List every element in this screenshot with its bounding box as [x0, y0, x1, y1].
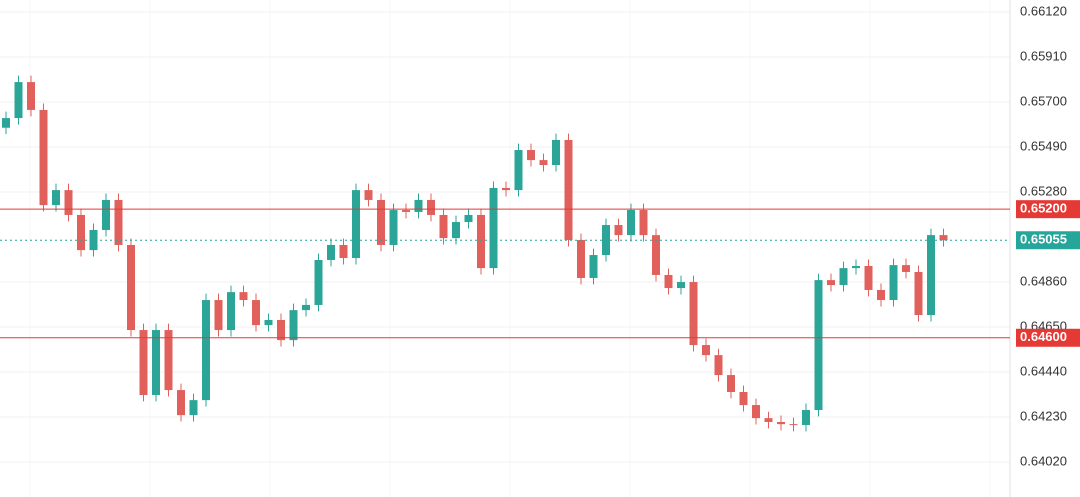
price-label: 0.65055	[1020, 232, 1067, 247]
candle-body	[352, 190, 360, 259]
candle-body	[239, 292, 248, 301]
candle-body	[889, 265, 898, 301]
candle-body	[89, 229, 98, 251]
price-label: 0.65200	[1020, 201, 1067, 216]
candle-body	[27, 82, 35, 110]
candle-body	[177, 390, 185, 416]
candle-body	[102, 199, 110, 230]
candle-body	[702, 345, 710, 356]
candle-body	[427, 199, 435, 215]
candle-body	[902, 265, 910, 272]
candle-body	[852, 265, 860, 269]
candle-body	[839, 268, 848, 286]
candle-body	[477, 214, 485, 269]
price-label: 0.64600	[1020, 329, 1067, 344]
candle-body	[314, 259, 323, 305]
candle-body	[689, 282, 698, 346]
candle-body	[252, 300, 260, 326]
candle-body	[464, 214, 473, 223]
candle-body	[514, 150, 523, 191]
candle-body	[414, 199, 423, 212]
y-tick-label: 0.65700	[1020, 93, 1067, 108]
candle-body	[802, 409, 810, 425]
candle-body	[827, 280, 835, 286]
y-tick-label: 0.65910	[1020, 48, 1067, 63]
candle-body	[777, 421, 785, 425]
candle-body	[789, 424, 798, 426]
candle-body	[452, 222, 460, 239]
candle-body	[77, 214, 85, 251]
candle-body	[664, 274, 673, 289]
candle-body	[189, 400, 198, 416]
y-tick-label: 0.66120	[1020, 3, 1067, 18]
candle-body	[402, 210, 410, 212]
candle-body	[614, 225, 623, 236]
candle-body	[439, 214, 448, 239]
candle-body	[489, 187, 498, 269]
candle-body	[527, 150, 535, 161]
candle-body	[139, 330, 148, 395]
candle-body	[339, 244, 348, 259]
candle-body	[377, 199, 385, 245]
candle-body	[877, 289, 885, 301]
y-tick-label: 0.64440	[1020, 363, 1067, 378]
candle-body	[289, 310, 298, 341]
candle-body	[39, 109, 48, 206]
candle-body	[164, 330, 173, 391]
candle-body	[552, 139, 560, 166]
candle-body	[227, 292, 235, 331]
y-tick-label: 0.65280	[1020, 183, 1067, 198]
candle-body	[564, 139, 573, 241]
candle-body	[864, 265, 873, 290]
candle-body	[277, 319, 285, 341]
candle-body	[64, 190, 73, 215]
candle-body	[652, 235, 660, 275]
candle-body	[2, 118, 10, 128]
candle-body	[214, 300, 223, 331]
candle-body	[152, 330, 160, 395]
candle-body	[727, 375, 735, 392]
candle-body	[364, 190, 373, 200]
y-tick-label: 0.64230	[1020, 408, 1067, 423]
candle-body	[327, 244, 335, 260]
candle-body	[302, 304, 310, 311]
candle-body	[127, 244, 135, 331]
candle-body	[14, 82, 23, 119]
price-label-bg	[1016, 231, 1080, 250]
price-label-bg	[1016, 328, 1080, 347]
candle-body	[677, 282, 685, 289]
candle-body	[814, 280, 823, 410]
candle-body	[589, 255, 598, 278]
candle-body	[752, 405, 760, 419]
y-tick-label: 0.65490	[1020, 138, 1067, 153]
candle-body	[739, 391, 748, 406]
y-tick-label: 0.64860	[1020, 273, 1067, 288]
y-tick-label: 0.64020	[1020, 454, 1067, 469]
candle-body	[577, 240, 585, 278]
candle-body	[764, 418, 773, 422]
candle-body	[639, 210, 648, 236]
candle-body	[264, 319, 273, 326]
candle-body	[627, 210, 635, 236]
candle-body	[914, 271, 923, 316]
candle-body	[714, 355, 723, 376]
candle-body	[114, 199, 123, 245]
candle-body	[939, 235, 948, 241]
candle-body	[202, 300, 210, 401]
candle-body	[52, 190, 60, 206]
candle-body	[389, 210, 398, 245]
candle-body	[502, 187, 510, 191]
candle-body	[539, 160, 548, 166]
candle-body	[927, 235, 935, 316]
price-label-bg	[1016, 200, 1080, 219]
